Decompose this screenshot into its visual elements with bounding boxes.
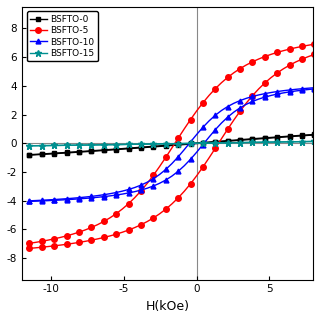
Line: BSFTO-15: BSFTO-15	[26, 138, 320, 149]
BSFTO-15	[65, 143, 68, 147]
Line: BSFTO-0: BSFTO-0	[27, 129, 320, 157]
BSFTO-0	[90, 149, 93, 153]
BSFTO-15	[90, 143, 93, 147]
BSFTO-10	[151, 177, 155, 181]
Legend: BSFTO-0, BSFTO-5, BSFTO-10, BSFTO-15: BSFTO-0, BSFTO-5, BSFTO-10, BSFTO-15	[27, 12, 98, 61]
BSFTO-5	[28, 241, 31, 245]
BSFTO-5	[151, 173, 155, 177]
BSFTO-15	[108, 143, 112, 147]
BSFTO-5	[90, 226, 93, 229]
BSFTO-15	[151, 142, 155, 146]
BSFTO-0	[65, 150, 68, 154]
BSFTO-15	[28, 144, 31, 148]
BSFTO-5	[108, 216, 112, 220]
BSFTO-0	[28, 153, 31, 156]
BSFTO-10	[28, 199, 31, 203]
X-axis label: H(kOe): H(kOe)	[146, 300, 190, 313]
Line: BSFTO-5: BSFTO-5	[27, 36, 320, 246]
BSFTO-0	[108, 148, 112, 151]
BSFTO-10	[65, 197, 68, 201]
BSFTO-10	[90, 195, 93, 198]
Line: BSFTO-10: BSFTO-10	[27, 83, 320, 203]
BSFTO-5	[65, 234, 68, 238]
BSFTO-0	[151, 144, 155, 148]
BSFTO-10	[108, 192, 112, 196]
